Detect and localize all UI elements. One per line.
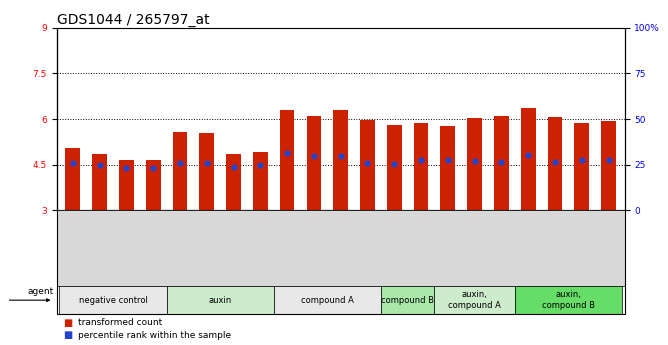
Point [67,160,78,166]
Text: compound A: compound A [301,296,354,305]
Point [523,152,534,158]
Bar [387,125,401,210]
Point [228,165,239,170]
Point [202,160,212,166]
Text: GSM25878: GSM25878 [604,213,613,254]
Bar [333,110,348,210]
Point [335,154,346,159]
Point [282,150,293,156]
Text: ■: ■ [63,331,73,340]
Text: compound B: compound B [381,296,434,305]
Bar [307,116,321,210]
Text: GSM25877: GSM25877 [577,213,587,254]
Text: GSM25874: GSM25874 [497,213,506,254]
Bar [494,116,509,210]
Text: percentile rank within the sample: percentile rank within the sample [78,331,231,340]
Bar [360,120,375,210]
Bar [280,110,295,210]
Point [174,160,185,166]
Point [603,157,614,163]
Point [576,157,587,162]
Text: GSM25871: GSM25871 [417,213,426,254]
Bar [200,133,214,210]
Point [550,159,560,165]
Text: GSM25864: GSM25864 [229,213,238,254]
Bar [440,126,455,210]
Bar [92,154,107,210]
Point [121,166,132,171]
Text: GSM25866: GSM25866 [283,213,292,254]
Bar [119,160,134,210]
Text: GSM25863: GSM25863 [202,213,211,254]
Bar [574,123,589,210]
Bar [521,108,536,210]
Point [148,166,158,171]
Point [309,154,319,159]
Bar [548,117,562,210]
Point [255,162,266,168]
Text: negative control: negative control [79,296,148,305]
Text: auxin,
compound B: auxin, compound B [542,290,595,310]
Bar [467,118,482,210]
Bar [146,160,160,210]
Text: GDS1044 / 265797_at: GDS1044 / 265797_at [57,12,209,27]
Text: GSM25868: GSM25868 [336,213,345,254]
Text: GSM25859: GSM25859 [95,213,104,254]
Text: GSM25867: GSM25867 [309,213,319,254]
Bar [172,132,187,210]
Bar [226,154,241,210]
Text: auxin,
compound A: auxin, compound A [448,290,501,310]
Bar [253,152,268,210]
Bar [601,121,616,210]
Text: GSM25858: GSM25858 [68,213,77,254]
Text: GSM25873: GSM25873 [470,213,479,254]
Point [389,161,399,167]
Text: ■: ■ [63,318,73,327]
Text: agent: agent [27,287,53,296]
Text: GSM25872: GSM25872 [444,213,452,254]
Text: GSM25865: GSM25865 [256,213,265,254]
Text: GSM25870: GSM25870 [389,213,399,254]
Point [442,157,453,163]
Point [469,158,480,164]
Text: GSM25862: GSM25862 [176,213,184,254]
Point [496,159,507,165]
Bar [65,148,80,210]
Point [362,160,373,166]
Text: GSM25869: GSM25869 [363,213,372,254]
Text: GSM25861: GSM25861 [149,213,158,254]
Text: GSM25860: GSM25860 [122,213,131,254]
Text: transformed count: transformed count [78,318,162,327]
Text: GSM25876: GSM25876 [550,213,559,254]
Text: auxin: auxin [208,296,232,305]
Text: GSM25875: GSM25875 [524,213,532,254]
Bar [413,123,428,210]
Point [415,157,426,162]
Point [94,162,105,168]
